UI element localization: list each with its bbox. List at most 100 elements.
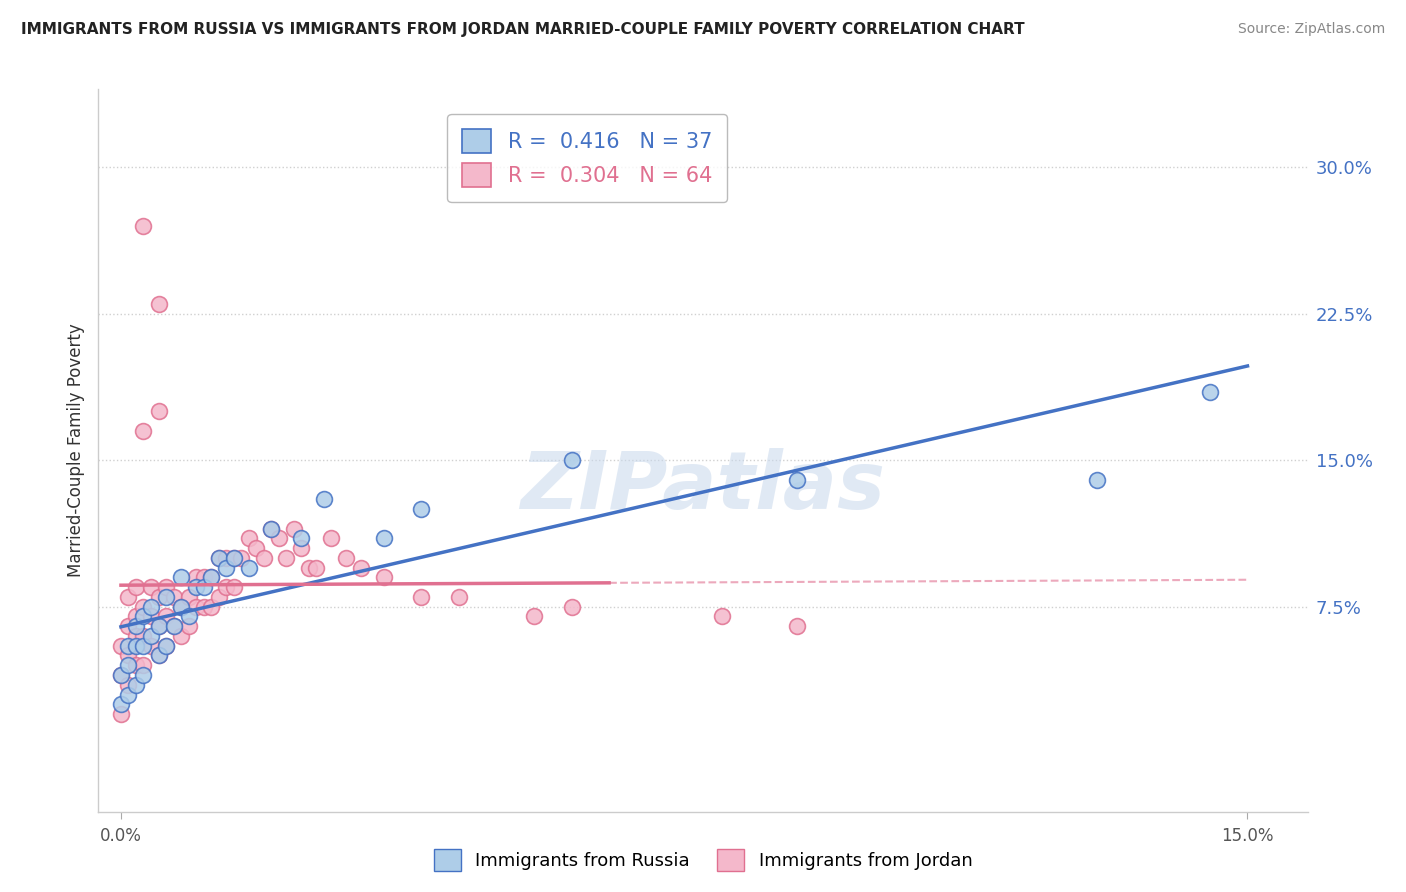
Point: [132, 599, 155, 614]
Point: [110, 668, 132, 682]
Point: [283, 522, 305, 536]
Point: [132, 424, 155, 438]
Point: [110, 639, 132, 653]
Point: [117, 678, 139, 692]
Point: [148, 590, 170, 604]
Point: [312, 492, 335, 507]
Point: [162, 619, 184, 633]
Point: [162, 590, 184, 604]
Point: [267, 532, 290, 546]
Point: [139, 599, 162, 614]
Point: [110, 698, 132, 712]
Point: [162, 619, 184, 633]
Point: [155, 609, 177, 624]
Point: [193, 570, 215, 584]
Point: [207, 550, 229, 565]
Point: [786, 473, 808, 487]
Point: [184, 570, 207, 584]
Point: [117, 688, 139, 702]
Point: [561, 599, 583, 614]
Point: [200, 570, 222, 584]
Point: [132, 668, 155, 682]
Point: [139, 639, 162, 653]
Point: [184, 599, 207, 614]
Point: [561, 453, 583, 467]
Point: [238, 532, 260, 546]
Point: [523, 609, 546, 624]
Point: [177, 619, 200, 633]
Point: [200, 570, 222, 584]
Point: [260, 522, 283, 536]
Point: [125, 629, 148, 643]
Point: [139, 629, 162, 643]
Point: [193, 580, 215, 594]
Point: [125, 580, 148, 594]
Text: IMMIGRANTS FROM RUSSIA VS IMMIGRANTS FROM JORDAN MARRIED-COUPLE FAMILY POVERTY C: IMMIGRANTS FROM RUSSIA VS IMMIGRANTS FRO…: [21, 22, 1025, 37]
Point: [276, 550, 298, 565]
Point: [260, 522, 283, 536]
Point: [139, 609, 162, 624]
Point: [290, 541, 312, 555]
Point: [215, 560, 238, 574]
Point: [125, 639, 148, 653]
Point: [193, 599, 215, 614]
Point: [170, 629, 193, 643]
Point: [132, 639, 155, 653]
Point: [170, 570, 193, 584]
Point: [139, 580, 162, 594]
Point: [350, 560, 373, 574]
Point: [222, 550, 245, 565]
Point: [132, 629, 155, 643]
Point: [125, 678, 148, 692]
Point: [117, 590, 139, 604]
Point: [373, 532, 395, 546]
Point: [305, 560, 328, 574]
Point: [215, 550, 238, 565]
Legend: Immigrants from Russia, Immigrants from Jordan: Immigrants from Russia, Immigrants from …: [426, 842, 980, 879]
Point: [1085, 473, 1108, 487]
Point: [170, 599, 193, 614]
Point: [335, 550, 357, 565]
Point: [155, 580, 177, 594]
Point: [321, 532, 343, 546]
Point: [117, 658, 139, 673]
Point: [200, 599, 222, 614]
Point: [1199, 384, 1222, 399]
Point: [411, 502, 433, 516]
Point: [110, 707, 132, 722]
Point: [411, 590, 433, 604]
Point: [215, 580, 238, 594]
Point: [132, 658, 155, 673]
Point: [373, 570, 395, 584]
Point: [155, 639, 177, 653]
Point: [110, 668, 132, 682]
Point: [290, 532, 312, 546]
Point: [155, 639, 177, 653]
Point: [148, 619, 170, 633]
Point: [710, 609, 733, 624]
Point: [207, 550, 229, 565]
Point: [177, 590, 200, 604]
Point: [222, 550, 245, 565]
Point: [148, 297, 170, 311]
Point: [222, 580, 245, 594]
Point: [177, 609, 200, 624]
Point: [148, 648, 170, 663]
Point: [117, 639, 139, 653]
Legend: R =  0.416   N = 37, R =  0.304   N = 64: R = 0.416 N = 37, R = 0.304 N = 64: [447, 114, 727, 202]
Point: [184, 580, 207, 594]
Point: [253, 550, 276, 565]
Point: [298, 560, 321, 574]
Point: [132, 609, 155, 624]
Point: [238, 560, 260, 574]
Point: [125, 609, 148, 624]
Point: [229, 550, 252, 565]
Point: [148, 619, 170, 633]
Point: [117, 619, 139, 633]
Text: ZIPatlas: ZIPatlas: [520, 448, 886, 525]
Point: [148, 404, 170, 418]
Point: [786, 619, 808, 633]
Y-axis label: Married-Couple Family Poverty: Married-Couple Family Poverty: [66, 324, 84, 577]
Text: Source: ZipAtlas.com: Source: ZipAtlas.com: [1237, 22, 1385, 37]
Point: [245, 541, 267, 555]
